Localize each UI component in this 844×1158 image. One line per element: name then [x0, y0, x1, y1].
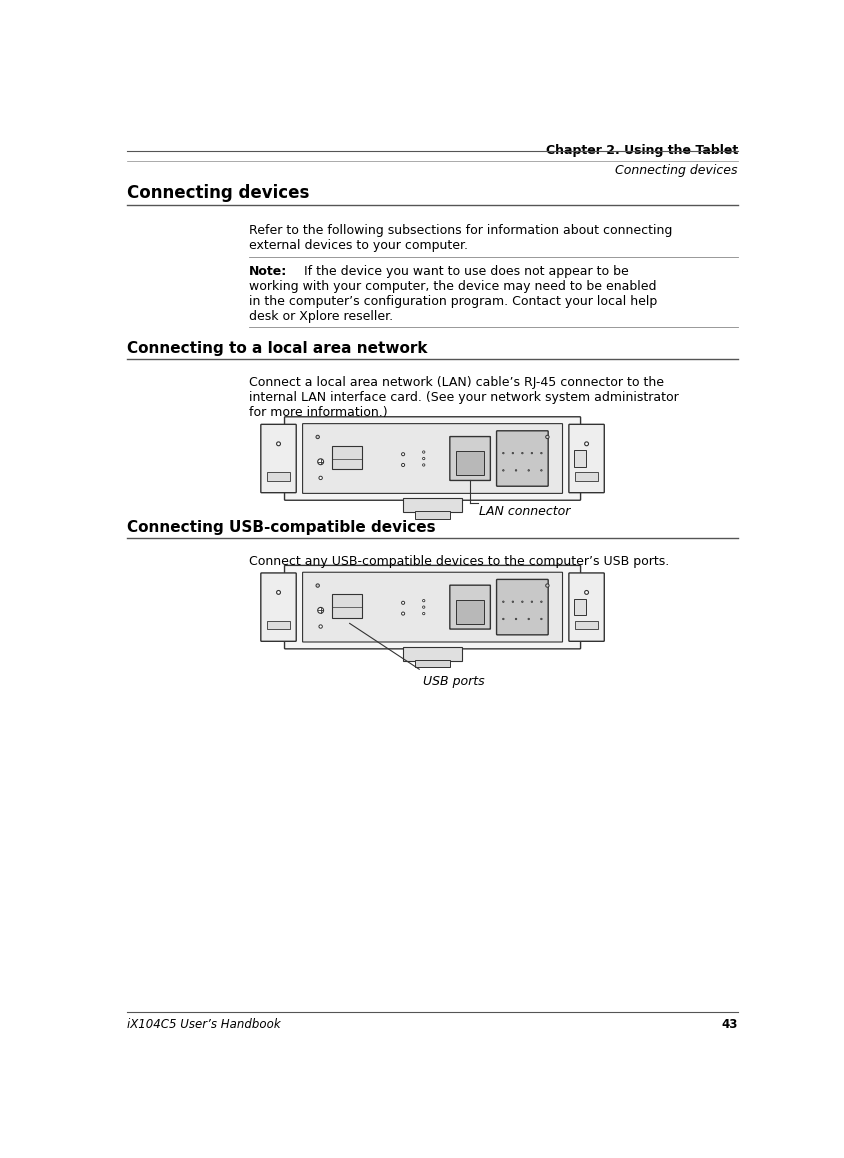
- Circle shape: [423, 606, 425, 608]
- Circle shape: [423, 464, 425, 467]
- Text: USB ports: USB ports: [423, 675, 484, 689]
- Text: If the device you want to use does not appear to be: If the device you want to use does not a…: [291, 265, 628, 278]
- Circle shape: [316, 435, 319, 439]
- Bar: [267, 472, 290, 481]
- Bar: [333, 446, 362, 469]
- Circle shape: [528, 470, 529, 471]
- Bar: [403, 498, 462, 512]
- Bar: [457, 452, 484, 475]
- Bar: [575, 621, 598, 629]
- Circle shape: [522, 601, 523, 602]
- Circle shape: [546, 584, 549, 587]
- FancyBboxPatch shape: [450, 437, 490, 481]
- Circle shape: [402, 463, 404, 467]
- Circle shape: [423, 450, 425, 453]
- Circle shape: [546, 435, 549, 439]
- Circle shape: [541, 618, 542, 620]
- Circle shape: [528, 618, 529, 620]
- Circle shape: [502, 470, 504, 471]
- Bar: [267, 621, 290, 629]
- Circle shape: [541, 601, 542, 602]
- Circle shape: [402, 453, 404, 456]
- Text: Connecting to a local area network: Connecting to a local area network: [127, 342, 428, 357]
- FancyBboxPatch shape: [284, 565, 581, 648]
- FancyBboxPatch shape: [569, 573, 604, 642]
- Text: Connecting USB-compatible devices: Connecting USB-compatible devices: [127, 520, 436, 535]
- Circle shape: [585, 591, 588, 594]
- Circle shape: [531, 453, 533, 454]
- Circle shape: [502, 453, 504, 454]
- Text: internal LAN interface card. (See your network system administrator: internal LAN interface card. (See your n…: [249, 391, 679, 404]
- FancyBboxPatch shape: [569, 424, 604, 492]
- Bar: [574, 599, 586, 615]
- Circle shape: [531, 601, 533, 602]
- Circle shape: [316, 584, 319, 587]
- Text: Refer to the following subsections for information about connecting: Refer to the following subsections for i…: [249, 223, 673, 236]
- Text: for more information.): for more information.): [249, 406, 387, 419]
- Text: in the computer’s configuration program. Contact your local help: in the computer’s configuration program.…: [249, 295, 657, 308]
- Circle shape: [515, 470, 517, 471]
- Circle shape: [541, 470, 542, 471]
- Text: Connect any USB-compatible devices to the computer’s USB ports.: Connect any USB-compatible devices to th…: [249, 555, 669, 567]
- FancyBboxPatch shape: [496, 579, 549, 635]
- Text: iX104C5 User’s Handbook: iX104C5 User’s Handbook: [127, 1018, 281, 1031]
- Circle shape: [402, 601, 404, 604]
- Circle shape: [317, 608, 323, 614]
- Circle shape: [502, 601, 504, 602]
- Circle shape: [423, 600, 425, 602]
- Text: Connect a local area network (LAN) cable’s RJ-45 connector to the: Connect a local area network (LAN) cable…: [249, 376, 664, 389]
- Bar: [333, 594, 362, 618]
- Circle shape: [277, 591, 280, 594]
- Circle shape: [423, 457, 425, 460]
- FancyBboxPatch shape: [450, 585, 490, 629]
- FancyBboxPatch shape: [284, 417, 581, 500]
- Circle shape: [423, 613, 425, 615]
- Circle shape: [522, 453, 523, 454]
- Circle shape: [502, 618, 504, 620]
- Text: working with your computer, the device may need to be enabled: working with your computer, the device m…: [249, 280, 657, 293]
- Text: Connecting devices: Connecting devices: [615, 163, 738, 177]
- Circle shape: [541, 453, 542, 454]
- FancyBboxPatch shape: [303, 572, 562, 642]
- FancyBboxPatch shape: [261, 424, 296, 492]
- Circle shape: [512, 453, 514, 454]
- Text: Connecting devices: Connecting devices: [127, 184, 310, 203]
- Text: Chapter 2. Using the Tablet: Chapter 2. Using the Tablet: [546, 144, 738, 156]
- Bar: [403, 647, 462, 661]
- Text: LAN connector: LAN connector: [479, 505, 571, 518]
- Circle shape: [585, 442, 588, 446]
- FancyBboxPatch shape: [303, 424, 562, 493]
- FancyBboxPatch shape: [261, 573, 296, 642]
- Circle shape: [402, 613, 404, 615]
- Circle shape: [319, 625, 322, 629]
- Text: desk or Xplore reseller.: desk or Xplore reseller.: [249, 310, 393, 323]
- Bar: [415, 512, 450, 519]
- Circle shape: [515, 618, 517, 620]
- Text: external devices to your computer.: external devices to your computer.: [249, 239, 468, 251]
- Bar: [415, 660, 450, 667]
- Circle shape: [512, 601, 514, 602]
- Circle shape: [277, 442, 280, 446]
- Bar: [457, 600, 484, 623]
- Circle shape: [317, 459, 323, 464]
- Text: 43: 43: [722, 1018, 738, 1031]
- Bar: [575, 472, 598, 481]
- Circle shape: [319, 476, 322, 479]
- FancyBboxPatch shape: [496, 431, 549, 486]
- Bar: [574, 450, 586, 467]
- Text: Note:: Note:: [249, 265, 287, 278]
